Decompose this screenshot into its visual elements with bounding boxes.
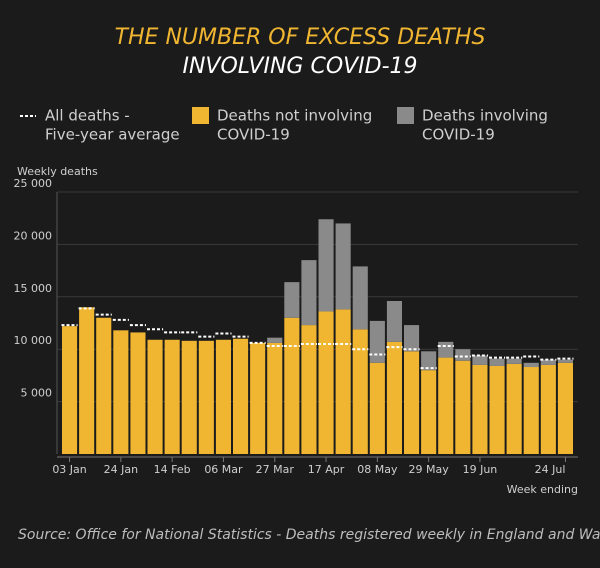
x-tick-label: 03 Jan: [52, 463, 86, 476]
x-tick-label: 08 May: [357, 463, 398, 476]
bar-segment: [506, 363, 522, 454]
bar-segment: [386, 341, 402, 454]
bar-segment: [181, 340, 197, 454]
bar-segment: [455, 349, 471, 361]
y-tick-label: 25 000: [14, 177, 53, 190]
legend-label: All deaths -: [45, 107, 130, 125]
bar-segment: [557, 359, 573, 363]
bar-segment: [404, 351, 420, 454]
bar-segment: [352, 266, 368, 330]
bar-segment: [352, 329, 368, 454]
bar-segment: [523, 367, 539, 454]
y-tick-label: 15 000: [14, 282, 53, 295]
bar-segment: [438, 341, 454, 358]
bar-segment: [472, 364, 488, 454]
source: Source: Office for National Statistics -…: [18, 527, 600, 543]
bar-segment: [318, 311, 334, 454]
bar-segment: [455, 360, 471, 454]
legend-label: COVID-19: [217, 126, 290, 144]
bar-segment: [130, 332, 146, 454]
bar-segment: [335, 223, 351, 310]
legend-label: Five-year average: [45, 126, 180, 144]
bar-segment: [421, 370, 437, 454]
bar-segment: [523, 362, 539, 368]
bar-segment: [198, 340, 214, 454]
bar-segment: [557, 362, 573, 454]
x-tick-label: 14 Feb: [154, 463, 191, 476]
chart-title: THE NUMBER OF EXCESS DEATHS: [115, 25, 486, 50]
bar-segment: [369, 362, 385, 454]
bar-segment: [335, 309, 351, 454]
bar-segment: [62, 326, 78, 454]
y-tick-label: 10 000: [14, 334, 53, 347]
bar-segment: [250, 342, 266, 454]
bar-segment: [489, 358, 505, 366]
bar-segment: [369, 320, 385, 363]
legend-swatch: [192, 107, 209, 124]
bar-segment: [267, 337, 283, 343]
x-tick-label: 24 Jan: [104, 463, 138, 476]
bar-segment: [301, 325, 317, 454]
x-tick-label: 27 Mar: [256, 463, 295, 476]
bar-segment: [438, 357, 454, 454]
bar-segment: [540, 359, 556, 365]
legend-label: Deaths involving: [422, 107, 548, 125]
bar-segment: [113, 330, 129, 454]
bar-segment: [267, 342, 283, 454]
bar-segment: [284, 317, 300, 454]
legend-label: Deaths not involving: [217, 107, 372, 125]
bar-segment: [96, 317, 112, 454]
bar-segment: [233, 338, 249, 454]
bar-segment: [404, 325, 420, 352]
bar-segment: [215, 339, 231, 454]
bar-segment: [318, 219, 334, 312]
bar-segment: [147, 339, 163, 454]
x-tick-label: 19 Jun: [463, 463, 498, 476]
bar-segment: [489, 365, 505, 454]
x-tick-label: 06 Mar: [204, 463, 243, 476]
y-tick-label: 5 000: [21, 387, 53, 400]
x-tick-label: 17 Apr: [308, 463, 345, 476]
bar-segment: [472, 355, 488, 365]
chart-subtitle: INVOLVING COVID-19: [182, 54, 417, 79]
y-axis-label: Weekly deaths: [17, 165, 98, 178]
bar-segment: [164, 339, 180, 454]
bar-segment: [506, 358, 522, 364]
bar-segment: [421, 351, 437, 371]
legend-label: COVID-19: [422, 126, 495, 144]
bar-segment: [540, 364, 556, 454]
y-tick-label: 20 000: [14, 229, 53, 242]
x-axis-label: Week ending: [507, 483, 578, 496]
x-tick-label: 24 Jul: [535, 463, 566, 476]
bar-segment: [79, 307, 95, 454]
x-tick-label: 29 May: [409, 463, 450, 476]
legend-swatch: [397, 107, 414, 124]
bar-segment: [301, 260, 317, 326]
bar-segment: [386, 300, 402, 342]
bar-segment: [284, 282, 300, 318]
